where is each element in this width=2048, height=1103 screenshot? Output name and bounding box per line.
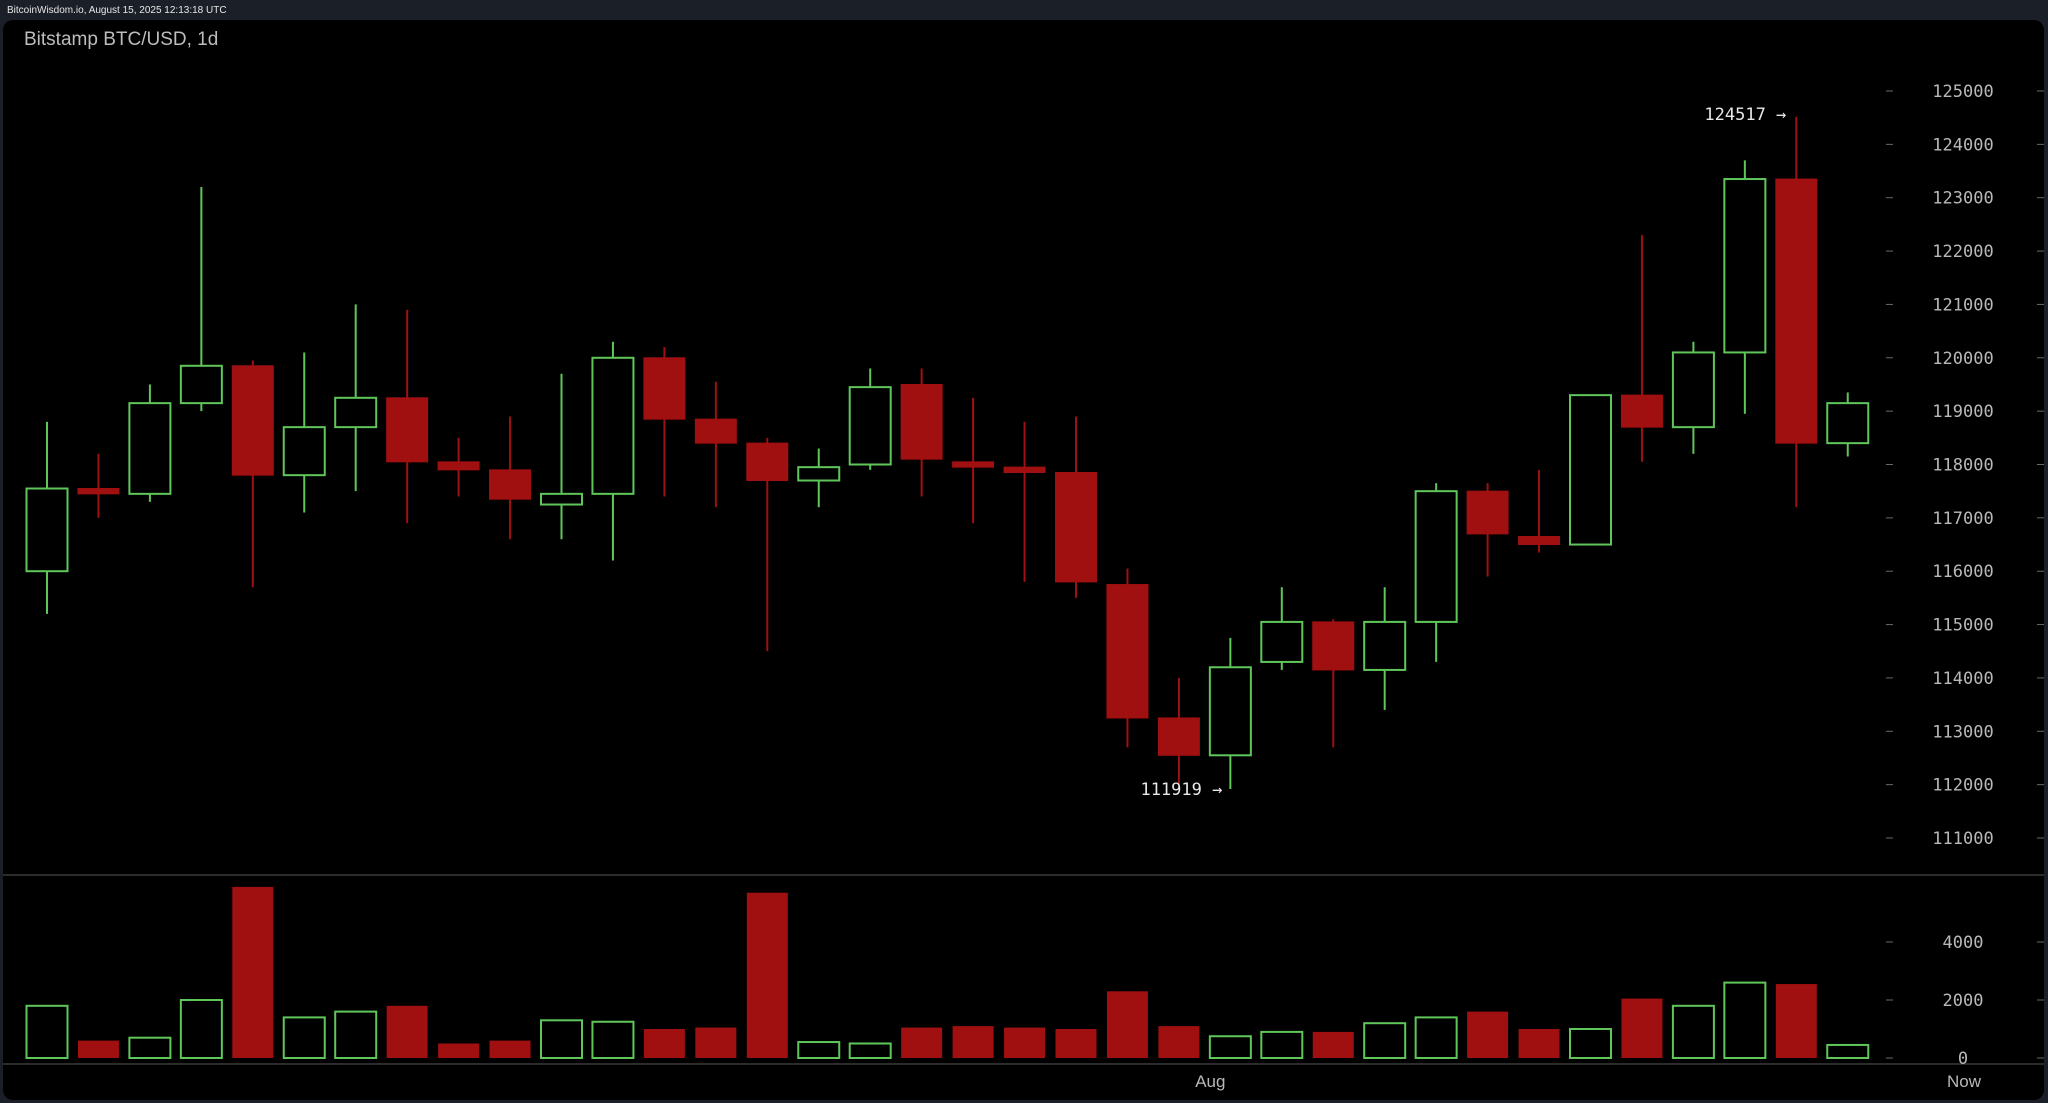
candle-body-down [386, 397, 429, 463]
price-axis-label: 117000 [1932, 509, 1993, 529]
volume-bar-up [179, 999, 223, 1059]
price-axis-label: 113000 [1932, 722, 1993, 742]
low-annotation: 111919 → [1140, 780, 1222, 800]
candle-body-up [1208, 666, 1252, 757]
price-axis-label: 118000 [1932, 456, 1993, 476]
volume-bar-up [1569, 1028, 1612, 1059]
volume-bar-up [128, 1036, 172, 1060]
candle-body-down [1312, 621, 1355, 671]
volume-bar-down [232, 886, 274, 1058]
volume-bar-down [1775, 984, 1817, 1058]
candle-body-up [1260, 620, 1304, 663]
candle-body-down [1620, 394, 1663, 428]
candle-body-down [1003, 466, 1046, 474]
candle-body-down [1466, 490, 1509, 535]
candle-body-up [128, 402, 172, 495]
candle-body-up [1363, 620, 1407, 671]
candle-body-down [746, 442, 789, 482]
volume-bar-down [1004, 1027, 1046, 1058]
candle-body-up [25, 487, 69, 573]
chart-panel: 111000 112000 113000 114000 115000 116000 1170… [3, 20, 2044, 1100]
price-axis-label: 116000 [1932, 562, 1993, 582]
candle-body-up [334, 396, 378, 429]
volume-bar-up [1363, 1022, 1407, 1060]
price-axis-label: 119000 [1932, 402, 1993, 422]
volume-bar-down [1467, 1011, 1509, 1058]
candle-body-up [1414, 490, 1458, 623]
volume-axis-label: 4000 [1943, 933, 1984, 953]
volume-bar-down [489, 1040, 531, 1058]
candle-body-up [179, 364, 223, 405]
candlestick-chart[interactable]: 111000 112000 113000 114000 115000 116000 1170… [3, 20, 2044, 1100]
candle-body-up [1826, 402, 1870, 445]
volume-bar-down [438, 1043, 480, 1058]
candle-body-down [1157, 717, 1200, 756]
candle-body-down [437, 461, 480, 471]
volume-bar-down [386, 1005, 428, 1058]
candle-body-up [1569, 394, 1612, 546]
candle-body-down [643, 357, 686, 420]
volume-bar-up [540, 1019, 583, 1059]
candle-body-up [1671, 351, 1715, 429]
volume-bar-up [1723, 981, 1767, 1059]
candle-body-up [848, 386, 892, 466]
volume-bar-down [952, 1026, 994, 1058]
volume-bar-down [901, 1027, 943, 1058]
volume-axis-label: 2000 [1943, 991, 1984, 1011]
candle-body-down [489, 469, 532, 500]
price-axis-label: 122000 [1932, 242, 1993, 262]
volume-bar-down [746, 892, 788, 1058]
candle-body-down [694, 418, 737, 444]
candle-body-down [1106, 584, 1149, 719]
candle-body-up [282, 426, 326, 477]
candle-body-down [1775, 178, 1818, 444]
volume-bar-down [1621, 998, 1663, 1058]
price-axis-label: 124000 [1932, 135, 1993, 155]
price-axis-label: 115000 [1932, 616, 1993, 636]
price-axis-label: 120000 [1932, 349, 1993, 369]
volume-bar-down [1106, 991, 1148, 1058]
volume-bar-down [1055, 1029, 1097, 1058]
volume-bar-up [848, 1042, 892, 1059]
high-annotation: 124517 → [1704, 105, 1786, 125]
time-axis-label: Now [1947, 1072, 1982, 1091]
candle-body-up [797, 466, 841, 482]
volume-bar-down [77, 1040, 119, 1058]
volume-bar-up [591, 1020, 635, 1059]
candle-body-up [1723, 178, 1767, 354]
volume-bar-up [1208, 1035, 1252, 1059]
price-axis-label: 111000 [1932, 829, 1993, 849]
volume-bar-up [1826, 1043, 1870, 1059]
volume-bar-up [334, 1010, 378, 1059]
candle-body-up [591, 356, 635, 495]
price-axis-label: 114000 [1932, 669, 1993, 689]
price-axis-label: 121000 [1932, 295, 1993, 315]
volume-bar-up [25, 1004, 69, 1059]
volume-bar-up [282, 1016, 326, 1060]
volume-bar-down [1158, 1026, 1200, 1058]
candle-body-down [77, 488, 120, 495]
volume-bar-up [1671, 1004, 1715, 1059]
price-axis-label: 123000 [1932, 189, 1993, 209]
volume-axis-label: 0 [1958, 1049, 1968, 1069]
volume-bar-down [1312, 1031, 1354, 1058]
candle-body-down [1518, 536, 1561, 546]
candle-body-down [900, 383, 943, 460]
source-timestamp: BitcoinWisdom.io, August 15, 2025 12:13:… [7, 5, 227, 16]
volume-bar-down [1518, 1029, 1560, 1058]
volume-bar-up [1414, 1016, 1458, 1060]
volume-bar-down [643, 1029, 685, 1058]
time-axis-label: Aug [1195, 1072, 1225, 1091]
volume-bar-up [797, 1041, 841, 1059]
candle-body-down [952, 461, 995, 468]
price-axis-label: 112000 [1932, 776, 1993, 796]
candle-body-down [231, 365, 274, 476]
candle-body-up [540, 492, 583, 506]
volume-bar-up [1260, 1030, 1304, 1060]
chart-title: Bitstamp BTC/USD, 1d [24, 29, 219, 50]
candle-body-down [1055, 472, 1097, 583]
price-axis-label: 125000 [1932, 82, 1993, 102]
volume-bar-down [695, 1027, 737, 1058]
